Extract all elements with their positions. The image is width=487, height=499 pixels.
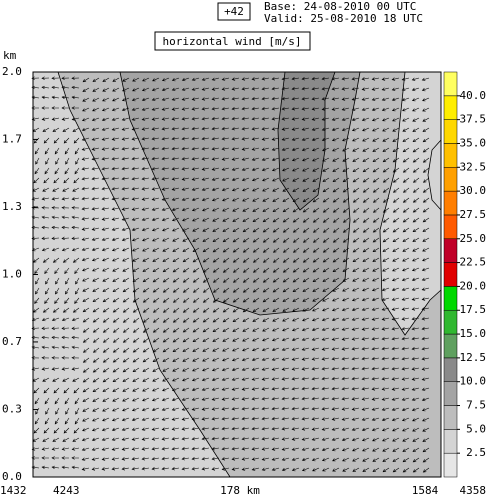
wind-arrows bbox=[31, 76, 430, 473]
colorbar-box bbox=[443, 190, 458, 216]
y-tick-label: 1.0 bbox=[2, 268, 22, 281]
colorbar-box bbox=[443, 95, 458, 120]
colorbar-label: 22.5 bbox=[460, 256, 487, 269]
x-label: 4358 bbox=[460, 484, 487, 497]
contour-region bbox=[277, 71, 336, 211]
colorbar-label: 40.0 bbox=[460, 89, 487, 102]
colorbar-box bbox=[443, 357, 458, 382]
colorbar-label: 27.5 bbox=[460, 208, 487, 221]
colorbar-label: 17.5 bbox=[460, 303, 487, 316]
plot-area bbox=[31, 71, 442, 478]
y-axis-label: km bbox=[3, 49, 17, 62]
title-box bbox=[154, 31, 311, 51]
colorbar-label: 12.5 bbox=[460, 351, 487, 364]
colorbar-box bbox=[443, 333, 458, 359]
base-time: Base: 24-08-2010 00 UTC bbox=[264, 0, 416, 13]
colorbar-box bbox=[443, 119, 458, 144]
step-box bbox=[217, 2, 251, 21]
colorbar-label: 32.5 bbox=[460, 160, 487, 173]
colorbar-box bbox=[443, 167, 458, 192]
valid-time: Valid: 25-08-2010 18 UTC bbox=[264, 12, 423, 25]
colorbar-box bbox=[443, 452, 458, 478]
colorbar-box bbox=[443, 238, 458, 263]
colorbar-box bbox=[443, 405, 458, 430]
colorbar-label: 15.0 bbox=[460, 327, 487, 340]
colorbar-box bbox=[443, 214, 458, 240]
colorbar-label: 37.5 bbox=[460, 113, 487, 126]
colorbar-label: 2.5 bbox=[466, 446, 486, 459]
colorbar-box bbox=[443, 381, 458, 406]
y-tick-label: 0.3 bbox=[2, 403, 22, 416]
x-label: 1432 bbox=[0, 484, 27, 497]
colorbar-label: 25.0 bbox=[460, 232, 487, 245]
colorbar-box bbox=[443, 429, 458, 454]
colorbar-box bbox=[443, 143, 458, 168]
colorbar-box bbox=[443, 71, 458, 97]
colorbar-label: 7.5 bbox=[466, 399, 486, 412]
chart-title: horizontal wind [m/s] bbox=[162, 35, 301, 48]
colorbar-label: 35.0 bbox=[460, 136, 487, 149]
forecast-step: +42 bbox=[224, 5, 244, 18]
colorbar-box bbox=[443, 309, 458, 335]
colorbar-box bbox=[443, 286, 458, 311]
y-tick-label: 2.0 bbox=[2, 65, 22, 78]
x-label: 4243 bbox=[53, 484, 80, 497]
y-tick-label: 1.3 bbox=[2, 200, 22, 213]
y-tick-label: 1.7 bbox=[2, 132, 22, 145]
colorbar-label: 5.0 bbox=[466, 422, 486, 435]
x-label: 178 km bbox=[220, 484, 260, 497]
colorbar-box bbox=[443, 262, 458, 287]
y-tick-label: 0.7 bbox=[2, 335, 22, 348]
colorbar-label: 30.0 bbox=[460, 184, 487, 197]
x-label: 1584 bbox=[412, 484, 439, 497]
y-tick-label: 0.0 bbox=[2, 470, 22, 483]
colorbar-label: 20.0 bbox=[460, 279, 487, 292]
colorbar-label: 10.0 bbox=[460, 375, 487, 388]
